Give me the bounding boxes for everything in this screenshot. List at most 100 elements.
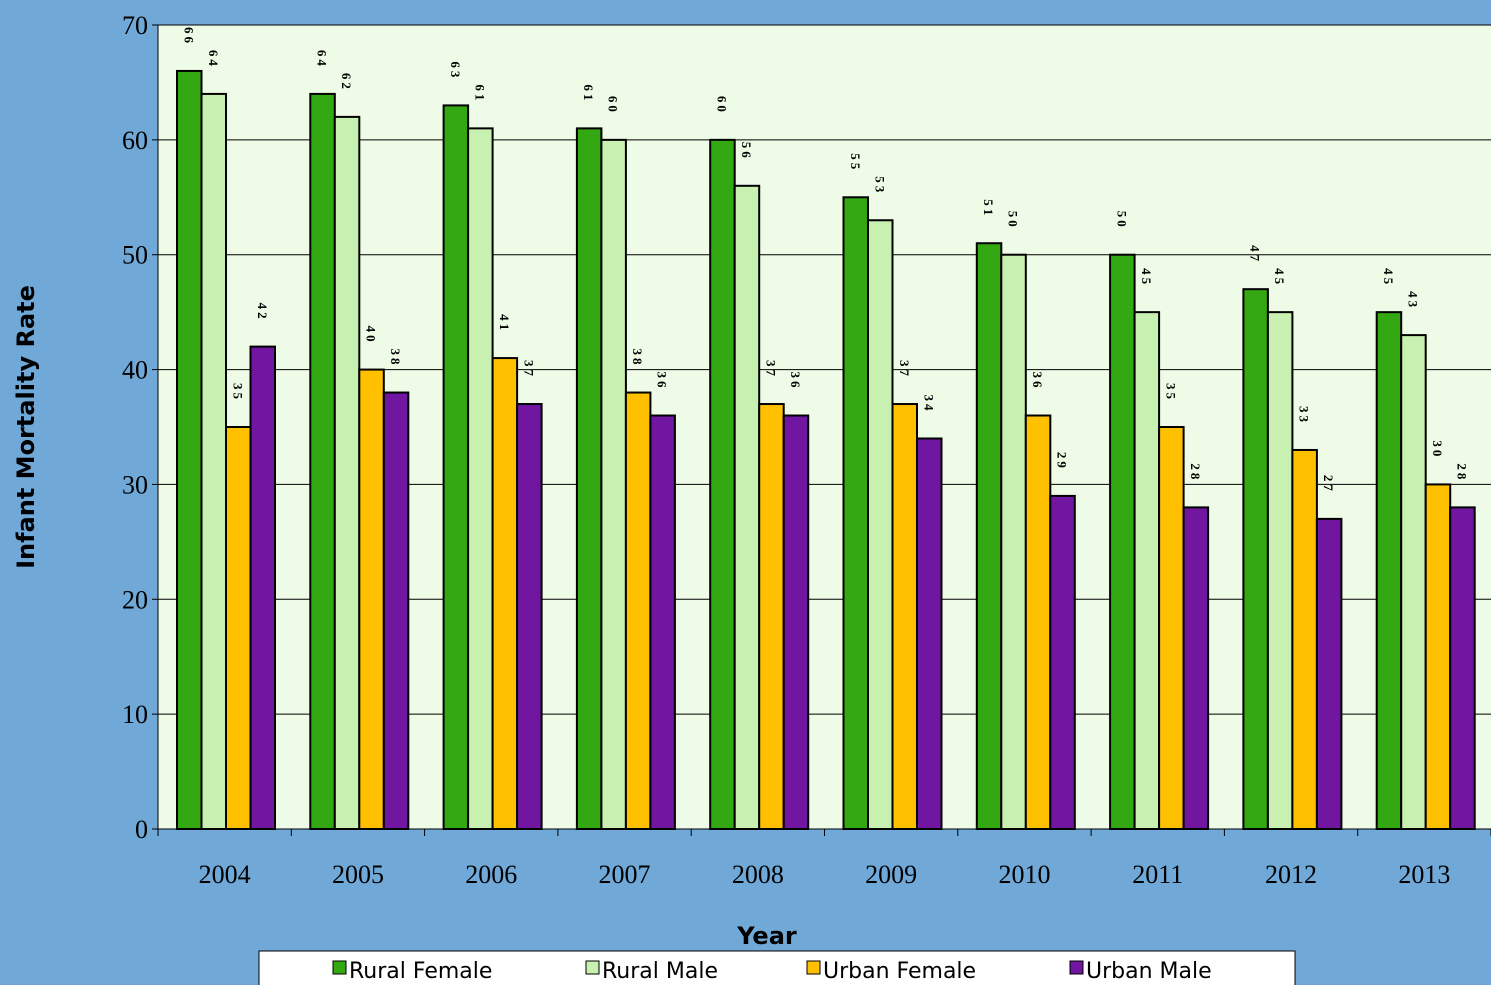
x-tick-label: 2004	[199, 860, 251, 889]
data-label: 35	[230, 383, 245, 402]
x-tick-label: 2011	[1132, 860, 1183, 889]
x-tick-label: 2009	[865, 860, 917, 889]
data-label: 56	[739, 142, 754, 161]
data-label: 66	[181, 27, 196, 46]
bar	[916, 437, 943, 830]
legend-swatch	[585, 960, 600, 975]
bar	[1158, 426, 1185, 830]
bar	[624, 391, 652, 830]
bar	[1400, 334, 1427, 830]
data-label: 37	[897, 360, 912, 379]
bar	[600, 138, 627, 831]
bar	[891, 403, 918, 830]
legend-label: Urban Female	[823, 959, 976, 984]
data-label: 62	[339, 73, 354, 92]
x-tick-label: 2008	[732, 860, 784, 889]
bar	[249, 345, 276, 830]
bar	[1109, 253, 1136, 830]
data-label: 29	[1055, 452, 1070, 471]
legend-box	[258, 950, 1296, 985]
y-axis-title: Infant Mortality Rate	[12, 285, 40, 569]
legend-swatch	[806, 960, 821, 975]
legend-swatch	[1069, 960, 1084, 975]
bar	[575, 127, 603, 831]
bar	[1049, 494, 1076, 830]
data-label: 36	[655, 372, 670, 391]
bar	[1291, 448, 1318, 830]
bar	[758, 403, 785, 830]
y-tick-label: 40	[122, 356, 148, 385]
bar	[1182, 506, 1210, 830]
y-tick-label: 50	[122, 241, 148, 270]
data-label: 51	[981, 199, 996, 218]
data-label: 47	[1248, 245, 1263, 264]
x-axis-title: Year	[736, 922, 797, 950]
data-label: 37	[521, 360, 536, 379]
data-label: 36	[1030, 372, 1045, 391]
bar	[1266, 311, 1294, 830]
bar	[1424, 483, 1452, 830]
data-label: 40	[364, 326, 379, 345]
y-tick-label: 70	[122, 11, 148, 40]
data-label: 38	[630, 349, 645, 368]
data-label: 45	[1381, 268, 1396, 287]
bar	[1375, 311, 1403, 830]
bar	[733, 184, 761, 831]
data-label: 45	[1272, 268, 1287, 287]
bar	[309, 92, 336, 830]
bar	[491, 357, 519, 830]
y-tick-label: 0	[135, 815, 148, 844]
bar	[516, 403, 543, 830]
x-tick-label: 2012	[1265, 860, 1317, 889]
data-label: 60	[714, 96, 729, 115]
y-tick-label: 60	[122, 126, 148, 155]
legend-swatch	[332, 960, 347, 975]
data-label: 55	[848, 153, 863, 172]
bar	[1242, 288, 1269, 830]
data-label: 50	[1114, 211, 1129, 230]
data-label: 34	[921, 394, 936, 413]
data-label: 63	[448, 61, 463, 80]
data-label: 43	[1405, 291, 1420, 310]
bar	[1000, 253, 1027, 830]
bar	[709, 138, 736, 831]
data-label: 30	[1430, 440, 1445, 459]
bar	[200, 92, 227, 830]
bar	[176, 69, 203, 830]
legend-label: Rural Female	[349, 959, 492, 984]
bar	[333, 115, 361, 830]
bar	[649, 414, 676, 830]
x-tick-label: 2013	[1398, 860, 1450, 889]
bar	[1024, 414, 1052, 830]
legend-label: Urban Male	[1086, 959, 1212, 984]
x-tick-label: 2010	[998, 860, 1050, 889]
bar	[842, 196, 869, 831]
x-tick-label: 2006	[465, 860, 517, 889]
y-tick-label: 20	[122, 585, 148, 614]
data-label: 53	[872, 176, 887, 195]
x-tick-label: 2005	[332, 860, 384, 889]
data-label: 60	[606, 96, 621, 115]
bar	[1133, 311, 1161, 830]
bar	[1315, 517, 1343, 831]
data-label: 45	[1139, 268, 1154, 287]
data-label: 42	[255, 303, 270, 322]
bar	[225, 426, 252, 830]
data-label: 41	[497, 314, 512, 333]
data-label: 35	[1163, 383, 1178, 402]
bar	[442, 104, 470, 830]
legend-label: Rural Male	[602, 959, 718, 984]
bar	[358, 368, 385, 830]
data-label: 64	[315, 50, 330, 69]
y-tick-label: 30	[122, 470, 148, 499]
bar	[975, 242, 1003, 830]
bar	[467, 127, 494, 831]
data-label: 28	[1454, 463, 1469, 482]
data-label: 36	[788, 372, 803, 391]
data-label: 27	[1321, 475, 1336, 494]
data-label: 64	[206, 50, 221, 69]
y-tick-label: 10	[122, 700, 148, 729]
data-label: 61	[581, 84, 596, 103]
